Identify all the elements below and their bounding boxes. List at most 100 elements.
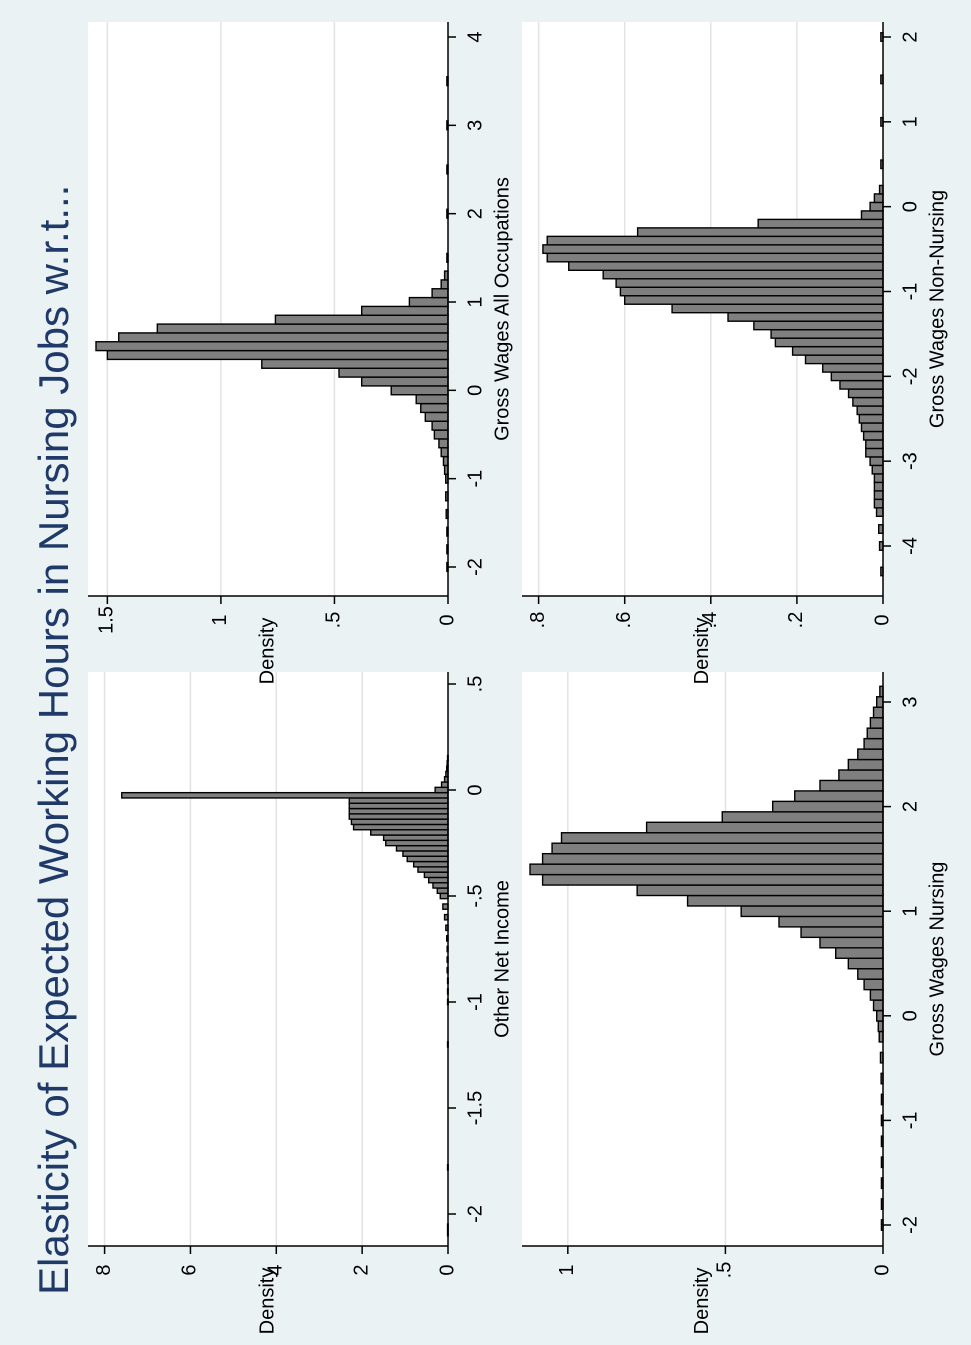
x-tick-label: 0 (464, 385, 486, 396)
histogram-bar (352, 823, 449, 831)
chart-panel-bl: 0 .5 1 Density -2 -1 0 1 2 3 Gross Wages Nursing (522, 672, 948, 1334)
histogram-bar (636, 884, 884, 897)
x-tick-label: 0 (899, 201, 921, 212)
histogram-bar (873, 481, 884, 492)
histogram-bar (432, 882, 449, 889)
histogram-bar (546, 252, 884, 263)
histogram-bar (753, 320, 884, 331)
x-axis-title: Gross Wages Non-Nursing (926, 190, 948, 428)
histogram-bar (671, 303, 884, 314)
histogram-bar (602, 269, 884, 280)
histogram-bar (438, 438, 449, 449)
y-tick-label: 1 (556, 1264, 578, 1275)
x-tick-label: -1.5 (464, 1091, 486, 1125)
y-axis-title: Density (256, 618, 278, 685)
histogram-bar (872, 706, 884, 719)
histogram-bar (727, 312, 884, 322)
y-tick-label: 0 (871, 1264, 893, 1275)
histogram-bar (439, 892, 449, 900)
histogram-bar (382, 834, 449, 842)
histogram-bar (406, 855, 449, 863)
x-tick-label: -1 (899, 1112, 921, 1130)
histogram-bar (839, 379, 884, 390)
histogram-bar (636, 227, 884, 238)
histogram-bar (860, 422, 884, 433)
y-tick-label: 0 (871, 614, 893, 625)
histogram-bar (774, 337, 884, 348)
histogram-bar (568, 261, 884, 271)
histogram-bar (434, 786, 449, 794)
histogram-bar (873, 498, 884, 509)
x-tick-label: 2 (464, 208, 486, 219)
histogram-bar (361, 376, 449, 387)
histogram-bar (433, 429, 449, 440)
histogram-bar (852, 396, 884, 407)
histogram-bar (274, 314, 449, 325)
histogram-bar (872, 999, 884, 1012)
histogram-bar (863, 978, 884, 991)
histogram-bar (442, 903, 449, 910)
x-tick-label: -2 (899, 367, 921, 385)
x-axis-title: Other Net Income (491, 880, 513, 1038)
histogram-bar (847, 957, 884, 970)
histogram-bar (869, 456, 884, 467)
histogram-bar (440, 279, 449, 290)
histogram-bar (770, 328, 884, 339)
plot-area (88, 672, 448, 1246)
histogram-bar (427, 876, 449, 884)
histogram-bar (857, 748, 884, 761)
histogram-bar (804, 354, 884, 365)
chart-panel-br: 0 .2 .4 .6 .8 Density -4 -3 -2 -1 0 1 2 Gross Wages N… (522, 22, 948, 684)
y-tick-label: 1.5 (96, 606, 118, 634)
histogram-bar (408, 296, 449, 308)
histogram-bar (875, 507, 884, 518)
x-axis-title: Gross Wages All Occupations (491, 177, 513, 441)
x-tick-label: 1 (899, 116, 921, 127)
histogram-bar (395, 844, 449, 852)
x-axis-title: Gross Wages Nursing (926, 862, 948, 1057)
x-tick-label: -2 (464, 1205, 486, 1223)
x-tick-label: -2 (464, 558, 486, 576)
histogram-bar (542, 244, 884, 255)
histogram-bar (830, 371, 884, 382)
y-tick-label: 6 (179, 1264, 201, 1275)
x-tick-label: -1 (464, 993, 486, 1011)
y-tick-label: 1 (209, 614, 231, 625)
histogram-bar (873, 473, 884, 484)
histogram-bar (385, 839, 449, 847)
histogram-bar (423, 871, 449, 879)
x-tick-label: -2 (899, 1216, 921, 1234)
histogram-bar (721, 811, 884, 823)
histogram-bar (869, 988, 884, 1001)
histogram-bar (431, 288, 449, 299)
histogram-bar (865, 439, 884, 450)
histogram-bar (873, 193, 884, 204)
histogram-bar (541, 852, 884, 865)
histogram-bar (348, 797, 449, 804)
y-tick-label: 0 (436, 614, 458, 625)
y-tick-label: .2 (785, 612, 807, 629)
chart-panel-tl: 0 2 4 6 8 Density -2 -1.5 -1 -.5 0 .5 Other Net Inco… (88, 672, 513, 1334)
figure-title: Elasticity of Expected Working Hours in … (30, 185, 77, 1295)
histogram-bar (871, 464, 884, 475)
histogram-bar (866, 727, 884, 740)
histogram-bar (348, 813, 449, 820)
histogram-bar (857, 968, 884, 980)
y-axis-title: Density (691, 1268, 713, 1335)
histogram-bar (348, 802, 449, 810)
x-tick-label: .5 (464, 676, 486, 693)
chart-panel-tr: 0 .5 1 1.5 Density -2 -1 0 1 2 3 4 Gross Wages All O… (88, 22, 513, 684)
histogram-bar (856, 405, 884, 416)
histogram-bar (415, 394, 449, 405)
y-tick-label: 0 (436, 1264, 458, 1275)
histogram-bar (420, 402, 449, 414)
x-tick-label: -3 (899, 452, 921, 470)
histogram-bar (390, 385, 449, 396)
histogram-bar (875, 696, 884, 708)
histogram-bar (529, 863, 884, 876)
x-tick-label: 1 (899, 906, 921, 917)
histogram-bar (771, 800, 884, 813)
histogram-bar (860, 210, 884, 221)
y-axis-title: Density (256, 1268, 278, 1335)
